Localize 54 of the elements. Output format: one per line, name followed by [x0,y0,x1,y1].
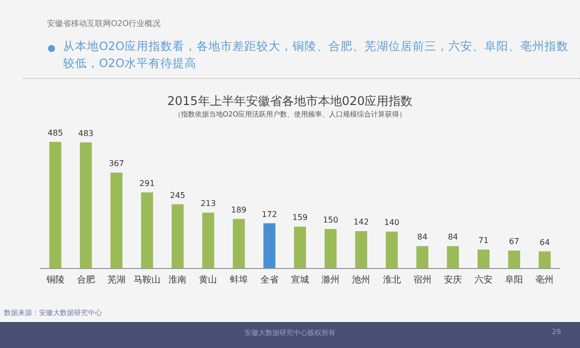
x-tick-label: 铜陵 [45,274,64,286]
bar [538,251,551,268]
x-tick-label: 安庆 [444,274,462,286]
x-tick-label: 淮南 [168,274,187,286]
bar [232,218,245,268]
x-tick-label: 池州 [352,274,370,286]
x-tick-label: 宿州 [413,274,432,286]
data-label: 159 [292,213,308,222]
data-label: 140 [384,218,400,228]
bar [202,212,214,268]
x-tick-label: 宣城 [291,274,309,286]
bar [508,250,520,268]
x-tick-label: 芜湖 [107,274,126,286]
data-label: 245 [170,190,186,200]
data-label: 485 [48,128,63,138]
data-label: 142 [354,218,369,227]
bar [446,246,459,268]
data-label: 213 [200,199,216,208]
bar [416,246,428,268]
bar [141,192,154,268]
bar [478,250,490,268]
bar [324,229,337,268]
data-label: 84 [417,232,428,242]
x-tick-label: 滁州 [322,274,340,286]
x-tick-label: 阜阳 [505,274,524,286]
text: 安徽省移动互联网O2O行业概况 [47,18,161,29]
x-tick-label: 马鞍山 [134,274,161,286]
bar [49,142,62,268]
x-tick-label: 蚌埠 [230,274,248,286]
data-label: 367 [108,159,124,168]
x-tick-label: 合肥 [76,274,95,286]
data-label: 84 [448,232,458,242]
bar [80,142,92,268]
x-tick-label: 亳州 [536,274,554,286]
data-label: 483 [78,128,94,138]
bar [294,226,306,268]
data-label: 64 [540,238,550,247]
data-label: 189 [231,205,246,214]
bar [110,172,122,268]
chart-title: 2015年上半年安徽省各地市本地020应用指数 [167,94,413,108]
x-tick-label: 淮北 [382,274,401,286]
data-label: 291 [139,178,155,188]
data-label: 67 [509,237,520,246]
data-label: 172 [262,210,278,219]
x-tick-label: 黄山 [199,274,218,286]
x-tick-label: 六安 [474,274,493,286]
bar [355,231,368,268]
bar [386,232,398,268]
data-label: 150 [322,216,338,224]
bar [172,204,184,268]
x-tick-label: 全省 [260,274,278,286]
bar [263,223,276,268]
data-label: 71 [478,236,489,246]
text: 从本地O2O应用指数看，各地市差距较大，铜陵、合肥、芜湖位居前三，六安、阜阳、亳州指数较低，O2O水平有待提高 [63,38,570,72]
